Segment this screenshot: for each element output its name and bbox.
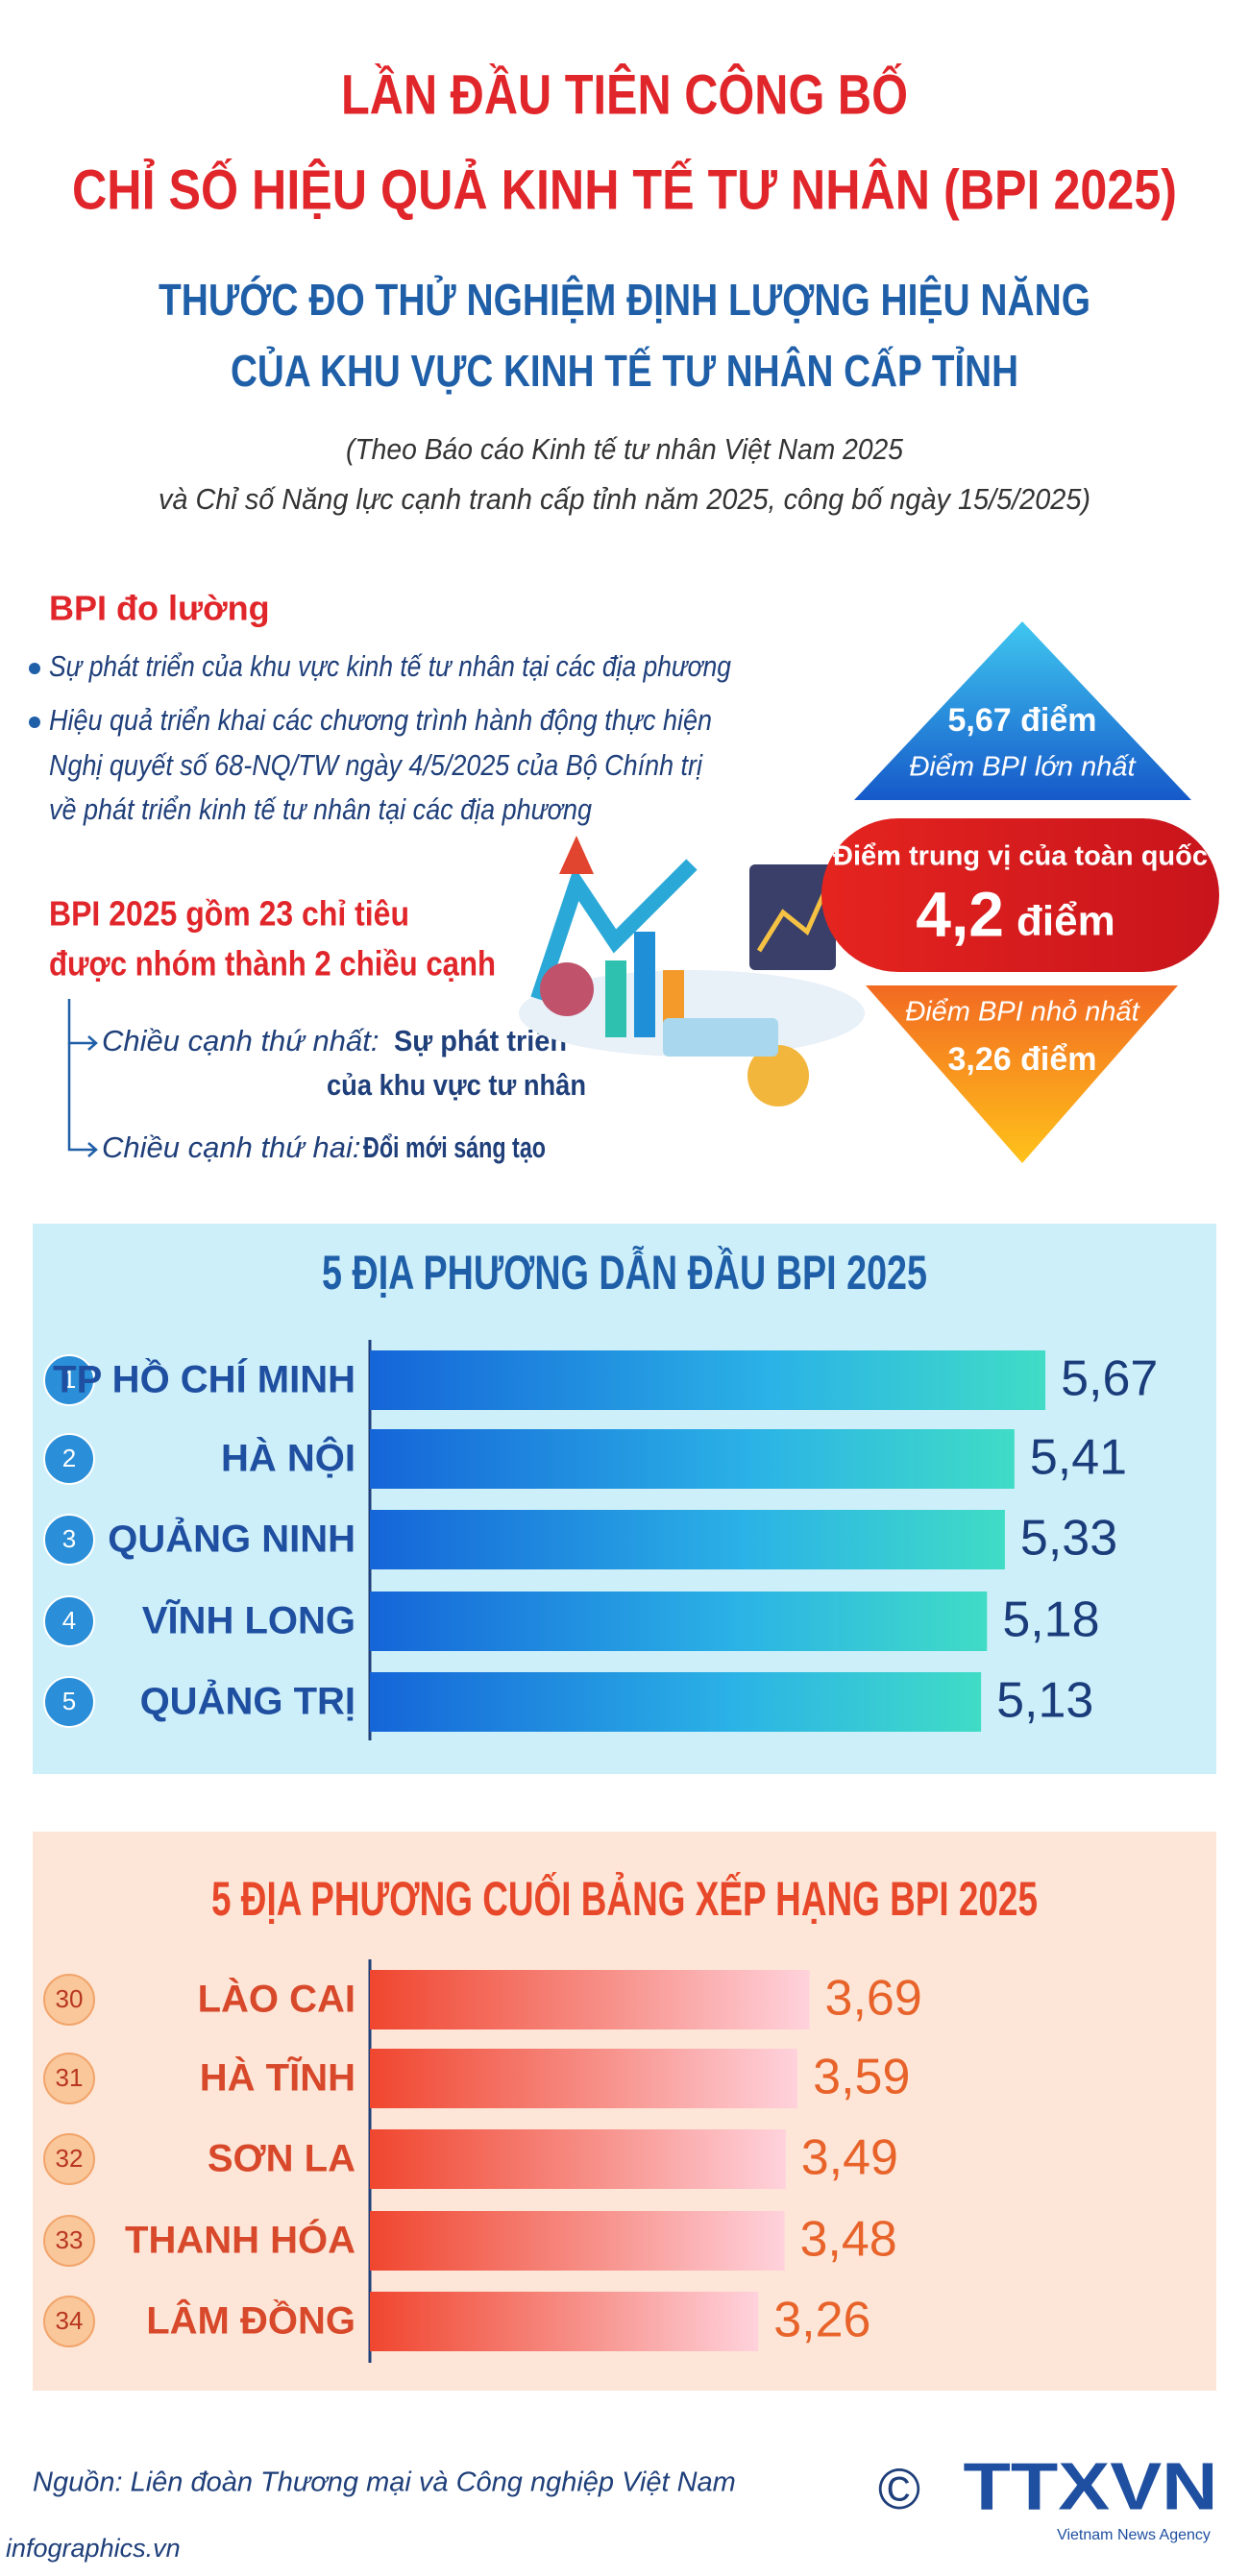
subtitle-line: CỦA KHU VỰC KINH TẾ TƯ NHÂN CẤP TỈNH xyxy=(231,346,1018,396)
bar xyxy=(370,2292,759,2351)
value-label: 3,59 xyxy=(813,2050,910,2105)
dimension-value: Đổi mới sáng tạo xyxy=(363,1130,546,1164)
note-line: và Chỉ số Năng lực cạnh tranh cấp tỉnh n… xyxy=(159,482,1090,516)
copyright: © xyxy=(878,2457,920,2521)
rank: 4 xyxy=(62,1606,76,1635)
dimension-value: của khu vực tư nhân xyxy=(327,1068,586,1102)
top5-title: 5 ĐỊA PHƯƠNG DẪN ĐẦU BPI 2025 xyxy=(322,1246,927,1300)
logo: TTXVN xyxy=(964,2448,1218,2523)
value-label: 5,33 xyxy=(1020,1511,1117,1567)
median-value: 4,2 xyxy=(916,878,1004,949)
measure-line: Sự phát triển của khu vực kinh tế tư nhâ… xyxy=(49,649,731,683)
composition-heading: BPI 2025 gồm 23 chỉ tiêu xyxy=(49,894,409,934)
bar xyxy=(370,2049,798,2108)
median-caption: Điểm trung vị của toàn quốc xyxy=(833,841,1208,872)
region-name: LÂM ĐỒNG xyxy=(146,2298,355,2343)
subtitle-line: THƯỚC ĐO THỬ NGHIỆM ĐỊNH LƯỢNG HIỆU NĂNG xyxy=(159,275,1090,325)
measure-line: Nghị quyết số 68-NQ/TW ngày 4/5/2025 của… xyxy=(49,748,703,782)
region-name: TP HỒ CHÍ MINH xyxy=(53,1357,355,1401)
region-name: VĨNH LONG xyxy=(142,1598,355,1642)
rank: 34 xyxy=(56,2306,84,2335)
rank: 33 xyxy=(56,2225,84,2254)
illustration xyxy=(519,836,865,1106)
max-triangle xyxy=(854,621,1191,800)
value-label: 5,18 xyxy=(1002,1592,1099,1648)
agency: Vietnam News Agency xyxy=(1057,2527,1211,2543)
region-name: SƠN LA xyxy=(208,2138,355,2180)
rank-badge xyxy=(43,2133,95,2185)
region-name: THANH HÓA xyxy=(125,2218,355,2262)
value-label: 3,48 xyxy=(800,2212,897,2268)
connector-arrow xyxy=(67,999,98,1051)
note-line: (Theo Báo cáo Kinh tế tư nhân Việt Nam 2… xyxy=(346,432,904,466)
connector-arrow xyxy=(67,1043,98,1157)
min-value: 3,26 điểm xyxy=(948,1041,1097,1078)
bar xyxy=(370,2129,786,2189)
rank-badge xyxy=(43,2215,95,2267)
bar xyxy=(370,1970,810,2029)
rank: 3 xyxy=(62,1524,76,1553)
title-line: LẦN ĐẦU TIÊN CÔNG BỐ xyxy=(341,63,908,126)
bar xyxy=(370,1592,988,1651)
value-label: 5,13 xyxy=(996,1673,1093,1729)
bottom5-title: 5 ĐỊA PHƯƠNG CUỐI BẢNG XẾP HẠNG BPI 2025 xyxy=(211,1871,1038,1926)
rank-badge xyxy=(43,1676,95,1728)
bar xyxy=(370,1510,1005,1569)
rank: 5 xyxy=(62,1687,76,1715)
rank: 30 xyxy=(56,1984,84,2013)
value-label: 3,26 xyxy=(773,2293,870,2348)
value-label: 5,67 xyxy=(1061,1351,1158,1407)
value-label: 5,41 xyxy=(1030,1430,1127,1486)
bar xyxy=(370,2211,785,2271)
measure-line: Hiệu quả triển khai các chương trình hàn… xyxy=(49,703,712,737)
rank-badge xyxy=(43,1514,95,1566)
bullet xyxy=(29,663,40,674)
min-triangle xyxy=(866,985,1178,1163)
region-name: QUẢNG TRỊ xyxy=(140,1679,355,1723)
rank-badge xyxy=(43,2053,95,2104)
composition-heading: được nhóm thành 2 chiều cạnh xyxy=(49,944,496,984)
value-label: 3,69 xyxy=(825,1971,922,2027)
region-name: HÀ NỘI xyxy=(221,1436,355,1480)
title-line: CHỈ SỐ HIỆU QUẢ KINH TẾ TƯ NHÂN (BPI 202… xyxy=(72,158,1177,221)
median-unit: điểm xyxy=(1016,898,1115,945)
bar xyxy=(370,1350,1046,1410)
rank-badge xyxy=(43,1433,95,1485)
region-name: HÀ TĨNH xyxy=(200,2055,355,2100)
dimension-label: Chiều cạnh thứ hai: xyxy=(102,1130,361,1164)
max-value: 5,67 điểm xyxy=(948,702,1097,739)
rank-badge xyxy=(43,2296,95,2347)
site: infographics.vn xyxy=(6,2534,181,2563)
measure-line: về phát triển kinh tế tư nhân tại các đị… xyxy=(49,792,592,826)
value-label: 3,49 xyxy=(801,2130,898,2186)
median-pill xyxy=(821,818,1219,972)
source: Nguồn: Liên đoàn Thương mại và Công nghi… xyxy=(33,2467,736,2498)
rank-badge xyxy=(43,1595,95,1647)
rank: 32 xyxy=(56,2144,84,2173)
bar xyxy=(370,1429,1015,1489)
dimension-label: Chiều cạnh thứ nhất: xyxy=(102,1024,380,1057)
rank-badge xyxy=(43,1974,95,2026)
min-caption: Điểm BPI nhỏ nhất xyxy=(905,997,1140,1028)
rank: 1 xyxy=(62,1365,76,1394)
rank-badge xyxy=(43,1354,95,1406)
bar xyxy=(370,1672,982,1732)
rank: 2 xyxy=(62,1444,76,1472)
region-name: LÀO CAI xyxy=(198,1978,355,2021)
bullet xyxy=(29,717,40,728)
rank: 31 xyxy=(56,2063,84,2092)
max-caption: Điểm BPI lớn nhất xyxy=(909,752,1137,783)
region-name: QUẢNG NINH xyxy=(108,1517,355,1561)
measures-heading: BPI đo lường xyxy=(49,589,270,628)
